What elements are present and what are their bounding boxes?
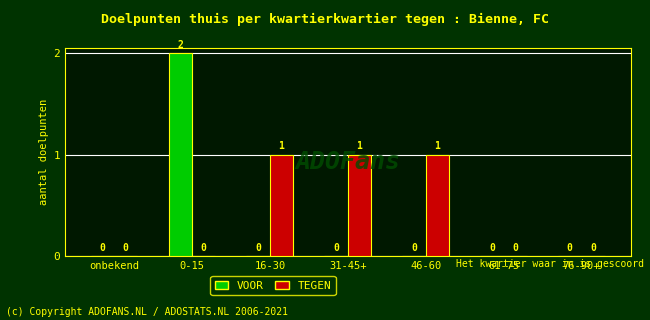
Text: 0: 0 (201, 243, 207, 253)
Legend: VOOR, TEGEN: VOOR, TEGEN (211, 276, 335, 295)
Text: 2: 2 (177, 40, 183, 50)
Text: 0: 0 (99, 243, 105, 253)
Text: 1: 1 (356, 141, 362, 151)
Text: Doelpunten thuis per kwartierkwartier tegen : Bienne, FC: Doelpunten thuis per kwartierkwartier te… (101, 13, 549, 26)
Text: 0: 0 (333, 243, 339, 253)
Text: Het kwartier waar in is gescoord: Het kwartier waar in is gescoord (456, 259, 644, 269)
Text: 0: 0 (411, 243, 417, 253)
Text: 0: 0 (590, 243, 596, 253)
Bar (270, 155, 293, 256)
Text: 0: 0 (255, 243, 261, 253)
Bar (168, 53, 192, 256)
Text: ADOFans: ADOFans (295, 150, 400, 174)
Text: 0: 0 (123, 243, 129, 253)
Text: 0: 0 (567, 243, 573, 253)
Y-axis label: aantal doelpunten: aantal doelpunten (39, 99, 49, 205)
Bar (348, 155, 371, 256)
Text: 0: 0 (512, 243, 518, 253)
Text: 1: 1 (434, 141, 440, 151)
Bar (426, 155, 449, 256)
Text: (c) Copyright ADOFANS.NL / ADOSTATS.NL 2006-2021: (c) Copyright ADOFANS.NL / ADOSTATS.NL 2… (6, 307, 289, 317)
Text: 0: 0 (489, 243, 495, 253)
Text: 1: 1 (279, 141, 285, 151)
